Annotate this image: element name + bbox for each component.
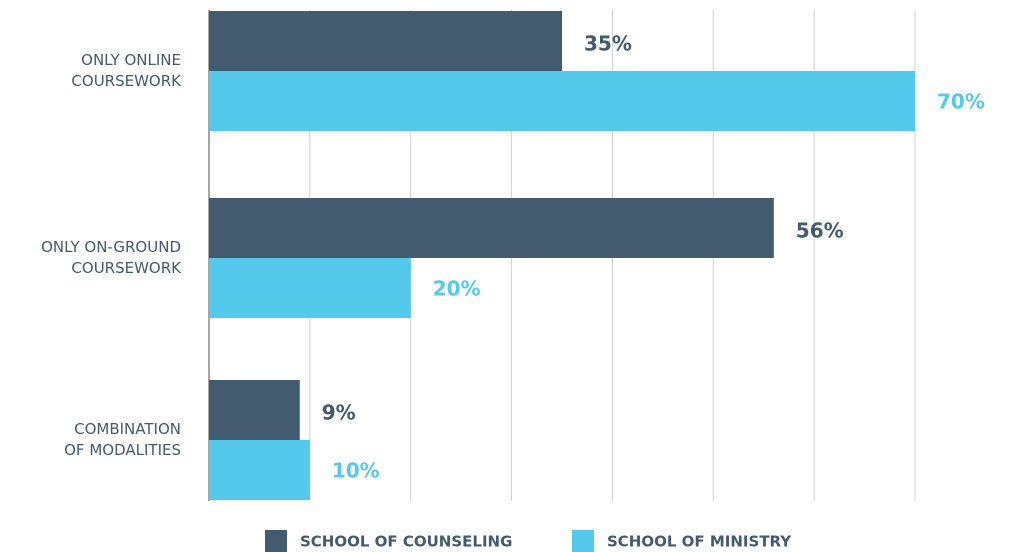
value-label: 70% (937, 90, 985, 114)
bar (209, 71, 915, 131)
category-label: ONLY ON-GROUND COURSEWORK (41, 238, 181, 277)
category-label: COMBINATION OF MODALITIES (64, 420, 181, 459)
bar (209, 440, 310, 500)
value-label: 35% (584, 32, 632, 56)
value-label: 9% (322, 401, 356, 425)
bar (209, 258, 411, 318)
value-label: 56% (796, 219, 844, 243)
legend-label: SCHOOL OF COUNSELING (300, 533, 512, 551)
bar (209, 198, 774, 258)
value-label: 20% (433, 277, 481, 301)
value-label: 10% (332, 459, 380, 483)
category-label: ONLY ONLINE COURSEWORK (71, 51, 181, 90)
legend-label: SCHOOL OF MINISTRY (607, 533, 792, 551)
legend-swatch (572, 530, 594, 552)
bar (209, 11, 562, 71)
bar (209, 380, 300, 440)
legend-swatch (265, 530, 287, 552)
